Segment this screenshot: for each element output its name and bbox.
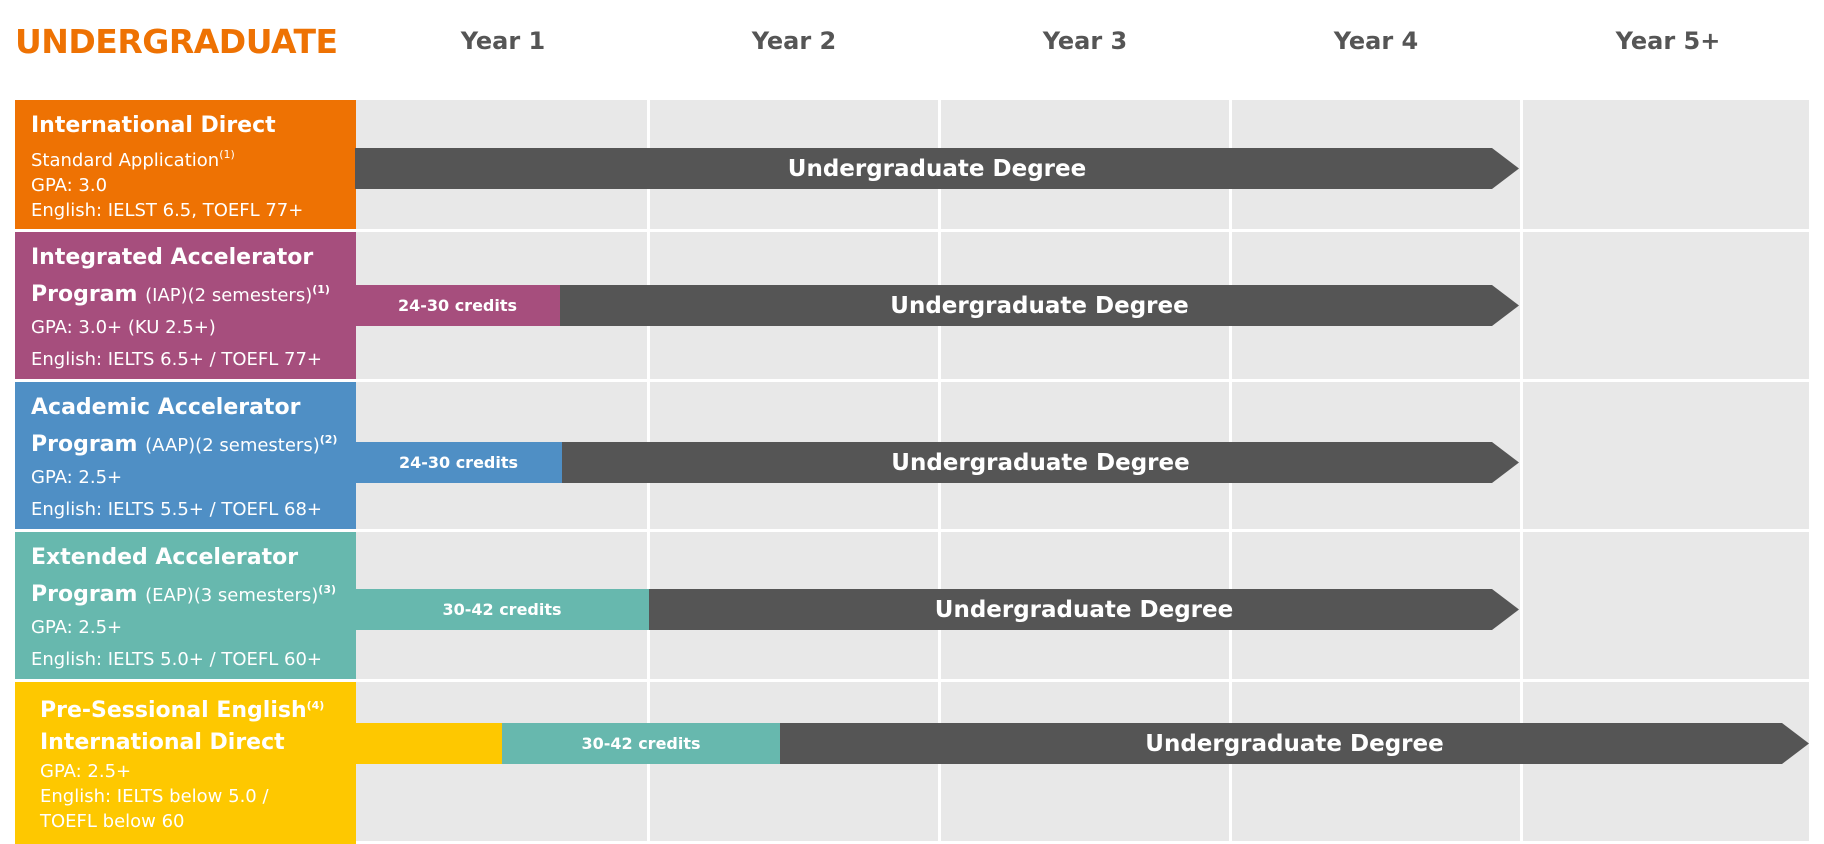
credits-bar: 30-42 credits — [502, 723, 780, 764]
footnote-ref: (2) — [319, 433, 338, 446]
degree-bar: Undergraduate Degree — [562, 442, 1519, 483]
pathway-english: English: IELTS 5.0+ / TOEFL 60+ — [31, 649, 322, 670]
year-header-3: Year 3 — [1042, 27, 1128, 55]
pathway-pre-sessional: Pre-Sessional English(4) International D… — [15, 682, 356, 844]
pathway-gpa: GPA: 2.5+ — [31, 617, 123, 638]
program-label: Program — [31, 282, 138, 307]
credits-bar: 30-42 credits — [355, 589, 649, 630]
program-suffix: (AAP)(2 semesters) — [145, 435, 320, 456]
pathway-name-text: Pre-Sessional English — [40, 698, 307, 723]
pathway-name: Extended Accelerator — [31, 545, 299, 570]
pathway-gpa: GPA: 3.0+ (KU 2.5+) — [31, 317, 216, 338]
credits-bar: 24-30 credits — [355, 442, 562, 483]
degree-bar: Undergraduate Degree — [780, 723, 1809, 764]
program-label: Program — [31, 582, 138, 607]
pathway-name-line2: Program (IAP)(2 semesters)(1) — [31, 274, 356, 312]
pathway-name: Integrated Accelerator — [31, 245, 314, 270]
pathway-name: International Direct — [31, 113, 276, 138]
pathway-application: Standard Application(1) — [31, 142, 356, 173]
grid-row-divider — [355, 679, 1809, 682]
pathway-iap: Integrated Accelerator Program (IAP)(2 s… — [15, 232, 356, 379]
year-header-2: Year 2 — [751, 27, 837, 55]
pathway-english-line2: TOEFL below 60 — [40, 811, 185, 832]
pathway-name-line2: Program (AAP)(2 semesters)(2) — [31, 424, 356, 462]
grid-row-divider — [355, 529, 1809, 532]
pathway-name-line2: Program (EAP)(3 semesters)(3) — [31, 574, 356, 612]
program-suffix: (IAP)(2 semesters) — [145, 285, 313, 306]
english-prep-bar — [355, 723, 502, 764]
grid-row-divider — [355, 229, 1809, 232]
credits-bar: 24-30 credits — [355, 285, 560, 326]
pathway-name: Academic Accelerator — [31, 395, 301, 420]
program-label: Program — [31, 432, 138, 457]
pathway-english: English: IELST 6.5, TOEFL 77+ — [31, 200, 304, 221]
footnote-ref: (1) — [312, 283, 330, 296]
pathway-gpa: GPA: 2.5+ — [40, 761, 132, 782]
pathway-english: English: IELTS 6.5+ / TOEFL 77+ — [31, 349, 322, 370]
pathway-aap: Academic Accelerator Program (AAP)(2 sem… — [15, 382, 356, 529]
grid-row-divider — [355, 379, 1809, 382]
year-header-1: Year 1 — [460, 27, 546, 55]
year-header-4: Year 4 — [1333, 27, 1419, 55]
footnote-ref: (1) — [219, 148, 235, 161]
pathway-name: Pre-Sessional English(4) — [40, 690, 356, 727]
pathway-international-direct: International Direct Standard Applicatio… — [15, 100, 356, 229]
pathway-eap: Extended Accelerator Program (EAP)(3 sem… — [15, 532, 356, 679]
pathway-english: English: IELTS 5.5+ / TOEFL 68+ — [31, 499, 322, 520]
pathway-name-line2: International Direct — [40, 730, 285, 755]
degree-bar: Undergraduate Degree — [649, 589, 1519, 630]
application-label: Standard Application — [31, 150, 220, 171]
program-suffix: (EAP)(3 semesters) — [145, 585, 319, 606]
pathway-gpa: GPA: 3.0 — [31, 175, 108, 196]
pathway-english: English: IELTS below 5.0 / — [40, 786, 269, 807]
degree-bar: Undergraduate Degree — [355, 148, 1519, 189]
degree-bar: Undergraduate Degree — [560, 285, 1519, 326]
footnote-ref: (4) — [306, 699, 325, 712]
pathway-gpa: GPA: 2.5+ — [31, 467, 123, 488]
year-header-5: Year 5+ — [1615, 27, 1721, 55]
page-title: UNDERGRADUATE — [15, 22, 338, 61]
grid-divider — [1520, 100, 1523, 841]
footnote-ref: (3) — [318, 583, 337, 596]
